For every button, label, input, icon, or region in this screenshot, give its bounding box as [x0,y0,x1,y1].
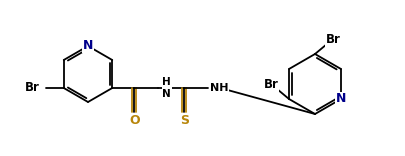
Text: NH: NH [210,83,228,93]
Text: O: O [129,114,139,127]
Text: Br: Br [263,78,278,92]
Text: S: S [179,114,188,127]
Text: Br: Br [325,34,340,46]
Text: N: N [83,39,93,53]
Text: Br: Br [25,81,40,95]
Text: H
N: H N [162,77,171,99]
Text: N: N [335,93,345,105]
